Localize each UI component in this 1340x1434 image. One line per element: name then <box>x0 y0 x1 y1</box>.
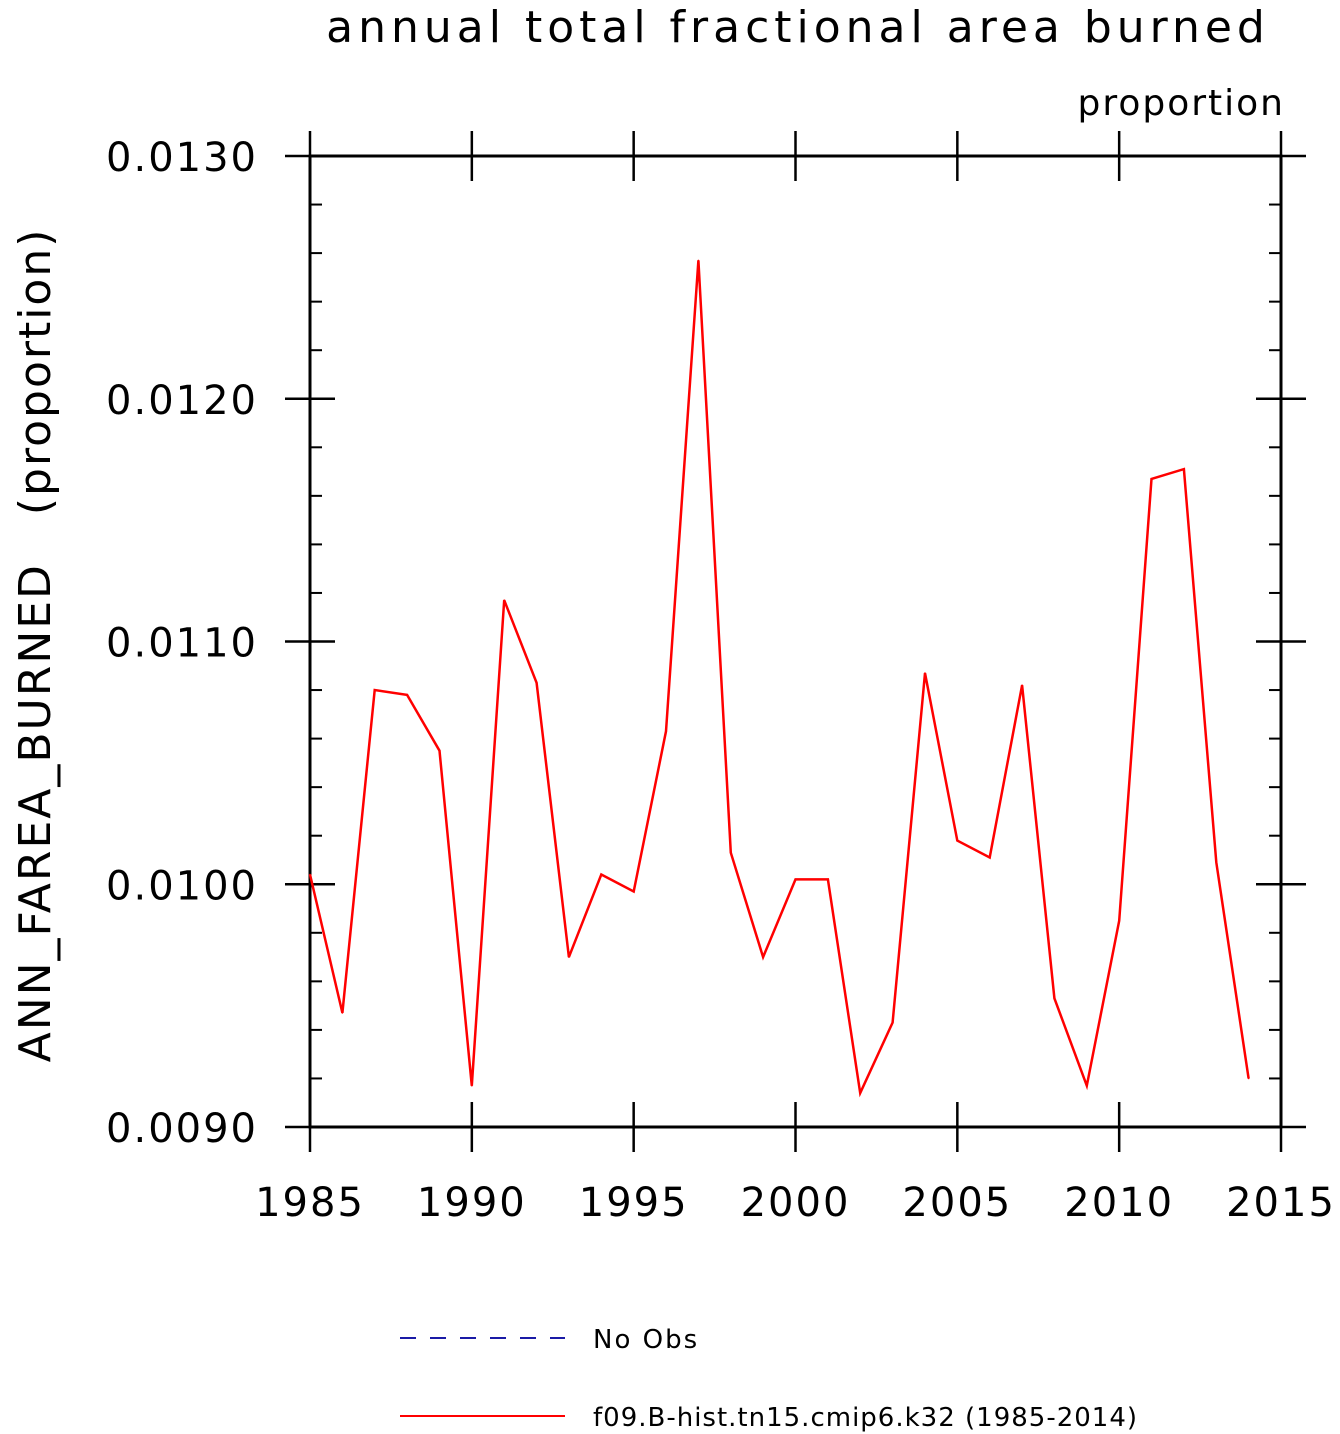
x-tick-label: 1990 <box>417 1180 527 1226</box>
y-tick-label: 0.0100 <box>106 863 258 909</box>
x-tick-label: 2000 <box>741 1180 851 1226</box>
y-tick-label: 0.0090 <box>106 1106 258 1152</box>
data-point <box>665 730 667 733</box>
data-point <box>632 890 635 893</box>
data-point <box>697 259 700 262</box>
data-point <box>1215 861 1218 864</box>
data-point <box>988 856 991 859</box>
y-axis-label: ANN_FAREA_BURNED (proportion) <box>10 228 61 1063</box>
series-lines <box>308 259 1250 1098</box>
data-point <box>762 956 764 958</box>
chart-subtitle: proportion <box>1077 83 1285 124</box>
data-point <box>471 1084 473 1087</box>
data-point <box>859 1092 862 1094</box>
data-point <box>341 1012 344 1014</box>
data-point <box>1247 1077 1250 1080</box>
x-tick-label: 2010 <box>1064 1180 1174 1226</box>
data-point <box>406 694 408 696</box>
x-tick-label: 2005 <box>902 1180 1012 1226</box>
x-tick-label: 1985 <box>255 1180 365 1226</box>
legend-label-model: f09.B-hist.tn15.cmip6.k32 (1985-2014) <box>593 1403 1138 1433</box>
x-tick-label: 1995 <box>579 1180 689 1226</box>
x-tick-label: 2015 <box>1226 1180 1336 1226</box>
y-tick-labels: 0.0090 0.0100 0.0110 0.0120 0.0130 <box>106 135 258 1152</box>
data-point <box>1053 997 1056 1000</box>
data-point <box>891 1021 894 1024</box>
data-point <box>827 878 829 881</box>
data-point <box>600 873 603 876</box>
plot-frame <box>308 154 1283 1129</box>
data-point <box>729 851 732 854</box>
data-point <box>1118 919 1120 922</box>
y-tick-label: 0.0130 <box>106 135 258 181</box>
data-point <box>794 878 797 881</box>
data-point <box>373 689 376 691</box>
y-tick-label: 0.0110 <box>106 621 258 667</box>
data-point <box>1086 1084 1088 1087</box>
series-line <box>308 260 1250 1098</box>
data-point <box>568 956 570 958</box>
data-point <box>438 749 441 752</box>
data-point <box>924 672 926 674</box>
data-point <box>309 873 311 876</box>
data-point <box>1021 684 1023 686</box>
data-point <box>1150 478 1153 480</box>
data-point <box>956 839 959 842</box>
data-point <box>535 681 538 684</box>
legend: No Obs f09.B-hist.tn15.cmip6.k32 (1985-2… <box>400 1325 1138 1433</box>
chart-title: annual total fractional area burned <box>326 2 1270 53</box>
legend-label-no-obs: No Obs <box>593 1325 699 1355</box>
tick-marks <box>285 131 1306 1152</box>
data-point <box>503 599 506 602</box>
data-point <box>1183 468 1185 470</box>
x-tick-labels: 1985 1990 1995 2000 2005 2010 2015 <box>255 1180 1336 1226</box>
y-tick-label: 0.0120 <box>106 378 258 424</box>
